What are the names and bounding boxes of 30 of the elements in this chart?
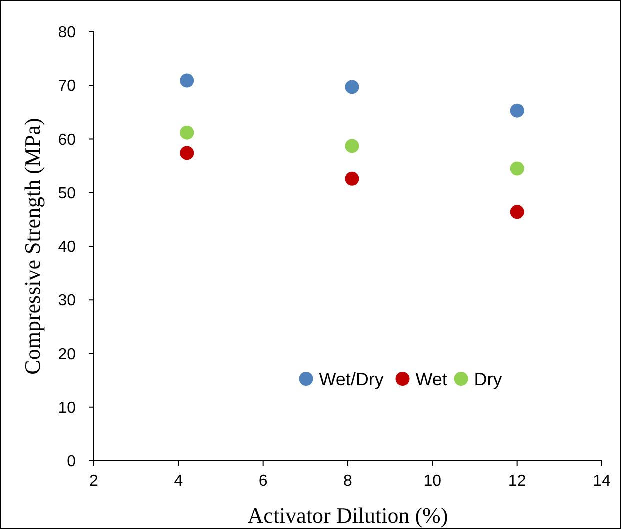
y-tick-label: 30: [58, 292, 76, 310]
legend-label: Wet: [416, 369, 448, 390]
y-tick-label: 80: [58, 24, 76, 42]
y-tick-label: 0: [67, 454, 76, 471]
point: [510, 104, 524, 118]
x-axis-title: Activator Dilution (%): [248, 503, 448, 528]
x-tick-label: 4: [174, 473, 184, 490]
point: [345, 172, 360, 186]
y-tick-label: 60: [58, 132, 76, 149]
x-tick-label: 8: [344, 473, 353, 490]
point: [180, 146, 194, 160]
y-axis-title: Compressive Strength (MPa): [20, 118, 45, 375]
point: [510, 205, 524, 220]
x-tick-label: 14: [593, 473, 611, 490]
y-tick-label: 70: [58, 78, 76, 96]
legend-label: Wet/Dry: [319, 369, 384, 390]
y-tick-label: 10: [58, 400, 76, 417]
point: [345, 80, 360, 94]
y-tick-label: 20: [58, 346, 76, 364]
point: [510, 162, 524, 176]
x-tick-label: 12: [508, 473, 526, 490]
y-tick-label: 50: [58, 185, 76, 202]
point: [180, 74, 194, 88]
x-tick-label: 6: [258, 473, 268, 490]
legend-label: Dry: [474, 369, 502, 390]
x-tick-label: 2: [90, 473, 99, 490]
point: [345, 139, 360, 154]
y-tick-label: 40: [58, 239, 76, 256]
point: [180, 126, 194, 140]
x-tick-label: 10: [424, 473, 442, 490]
